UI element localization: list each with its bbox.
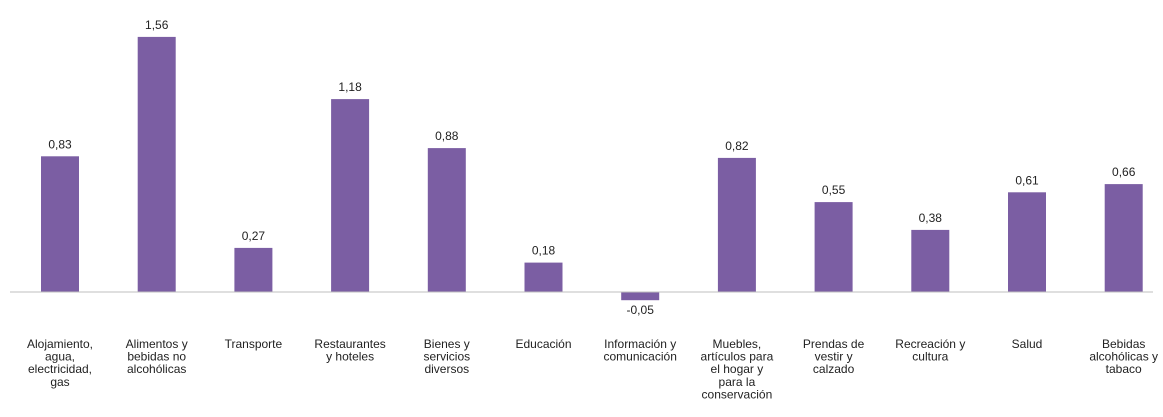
category-label-2: Transporte	[225, 337, 283, 351]
category-label-6-line-0: Información y	[604, 337, 676, 351]
value-label-6: -0,05	[627, 303, 655, 317]
category-label-0: Alojamiento, agua, electricidad, gas	[27, 337, 93, 389]
category-label-4-line-0: Bienes y	[424, 337, 470, 351]
bar-6	[621, 292, 660, 301]
category-label-4-line-2: diversos	[424, 362, 469, 376]
category-label-7-line-4: conservación	[702, 387, 773, 401]
category-label-6-line-1: comunicación	[604, 350, 677, 364]
category-label-9-line-0: Recreación y	[895, 337, 965, 351]
category-label-8: Prendas de vestir y calzado	[803, 337, 865, 376]
value-label-3: 1,18	[338, 80, 362, 94]
value-label-1: 1,56	[145, 18, 169, 32]
value-label-4: 0,88	[435, 129, 459, 143]
category-label-8-line-2: calzado	[813, 362, 855, 376]
category-label-7: Muebles, artículos para el hogar y para la c…	[701, 337, 774, 401]
value-label-7: 0,82	[725, 139, 749, 153]
category-label-1-line-1: bebidas no	[127, 350, 186, 364]
category-label-7-line-3: para la	[719, 375, 756, 389]
category-label-7-line-2: el hogar y	[711, 362, 764, 376]
category-label-7-line-0: Muebles,	[713, 337, 762, 351]
category-label-11-line-2: tabaco	[1106, 362, 1142, 376]
bar-7	[717, 157, 756, 292]
category-label-4: Bienes y servicios diversos	[423, 337, 470, 376]
bar-0	[41, 156, 79, 292]
category-label-3-line-0: Restaurantes	[314, 337, 385, 351]
category-label-0-line-2: electricidad,	[28, 362, 92, 376]
bar-4	[427, 148, 466, 292]
category-label-6: Información y comunicación	[604, 337, 677, 364]
category-label-5-line-0: Educación	[515, 337, 571, 351]
value-label-8: 0,55	[822, 183, 846, 197]
category-label-10: Salud	[1012, 337, 1043, 351]
category-label-1: Alimentos y bebidas no alcohólicas	[126, 337, 188, 376]
category-label-0-line-3: gas	[50, 375, 69, 389]
category-label-3: Restaurantes y hoteles	[314, 337, 385, 364]
category-label-1-line-0: Alimentos y	[126, 337, 188, 351]
value-label-11: 0,66	[1112, 165, 1136, 179]
category-label-8-line-1: vestir y	[815, 350, 853, 364]
value-labels-group: 0,83 1,56 0,27 1,18 0,88 0,18 -0,05 0,82 0,55 0,3…	[48, 18, 1135, 317]
category-label-4-line-1: servicios	[423, 350, 470, 364]
bar-11	[1104, 184, 1143, 292]
bar-8	[814, 202, 853, 292]
value-label-5: 0,18	[532, 244, 556, 258]
category-label-11: Bebidas alcohólicas y tabaco	[1089, 337, 1158, 376]
value-label-10: 0,61	[1015, 173, 1039, 187]
category-label-8-line-0: Prendas de	[803, 337, 865, 351]
bar-3	[331, 99, 370, 292]
value-label-0: 0,83	[48, 137, 72, 151]
category-labels-group: Alojamiento, agua, electricidad, gas Aliment…	[27, 337, 1158, 401]
category-label-9-line-1: cultura	[912, 350, 948, 364]
category-label-5: Educación	[515, 337, 571, 351]
category-label-10-line-0: Salud	[1012, 337, 1043, 351]
category-label-9: Recreación y cultura	[895, 337, 965, 364]
category-label-0-line-1: agua,	[45, 350, 75, 364]
bar-2	[234, 247, 273, 292]
category-label-1-line-2: alcohólicas	[127, 362, 186, 376]
value-label-9: 0,38	[919, 211, 943, 225]
bars-group	[41, 36, 1143, 301]
bar-9	[911, 229, 950, 292]
category-label-7-line-1: artículos para	[701, 350, 774, 364]
category-label-2-line-0: Transporte	[225, 337, 283, 351]
category-label-11-line-0: Bebidas	[1102, 337, 1145, 351]
bar-1	[137, 36, 176, 293]
bar-10	[1008, 192, 1046, 292]
category-label-11-line-1: alcohólicas y	[1089, 350, 1158, 364]
value-label-2: 0,27	[242, 229, 266, 243]
category-label-3-line-1: y hoteles	[326, 350, 374, 364]
bar-5	[524, 262, 563, 292]
category-label-0-line-0: Alojamiento,	[27, 337, 93, 351]
